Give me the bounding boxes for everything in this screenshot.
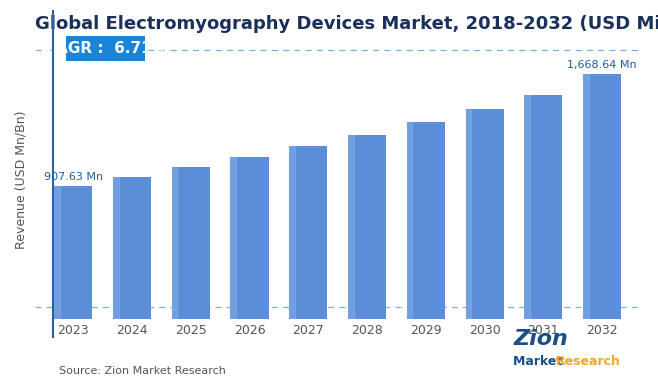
Text: Source: Zion Market Research: Source: Zion Market Research [59, 366, 226, 376]
Text: Market: Market [513, 355, 567, 368]
Bar [113, 177, 151, 319]
Bar [407, 122, 445, 319]
Bar [583, 74, 621, 319]
Bar [465, 109, 504, 319]
FancyBboxPatch shape [66, 36, 145, 61]
Bar [524, 95, 563, 319]
Bar [289, 146, 295, 319]
Bar [348, 134, 386, 319]
Bar [172, 167, 178, 319]
Text: Zion: Zion [513, 329, 568, 349]
Bar [54, 186, 60, 319]
Bar [54, 186, 92, 319]
Bar [465, 109, 471, 319]
Text: 1,668.64 Mn: 1,668.64 Mn [567, 60, 637, 70]
Bar [348, 134, 353, 319]
Bar [583, 74, 589, 319]
Text: CAGR :  6.71%: CAGR : 6.71% [45, 41, 166, 56]
Bar [113, 177, 118, 319]
Bar [524, 95, 530, 319]
Text: Research: Research [556, 355, 621, 368]
Bar [289, 146, 328, 319]
Bar [407, 122, 413, 319]
Text: 907.63 Mn: 907.63 Mn [43, 172, 103, 182]
Bar [230, 157, 236, 319]
Bar [230, 157, 268, 319]
Bar [172, 167, 210, 319]
Text: Global Electromyography Devices Market, 2018-2032 (USD Million): Global Electromyography Devices Market, … [35, 15, 658, 33]
Y-axis label: Revenue (USD Mn/Bn): Revenue (USD Mn/Bn) [15, 110, 28, 249]
